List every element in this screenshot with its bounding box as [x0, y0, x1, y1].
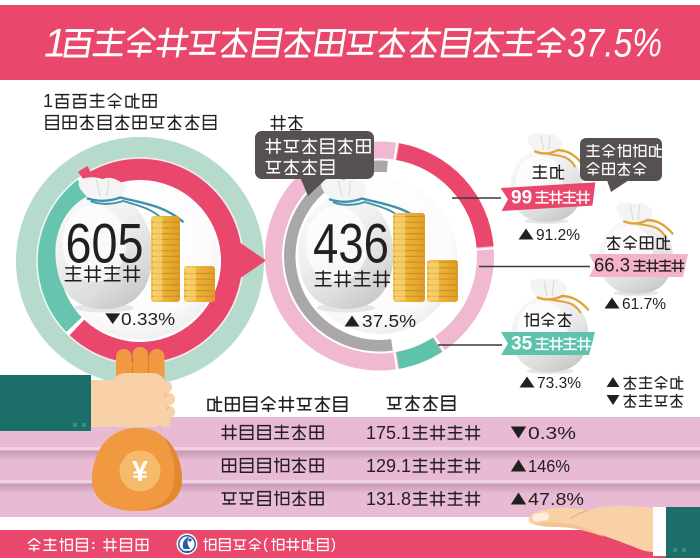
svg-text:91.2%: 91.2% [536, 227, 580, 244]
svg-text:0.3%: 0.3% [528, 423, 576, 443]
svg-text:37.5%: 37.5% [362, 311, 416, 331]
svg-text:(: ( [263, 536, 268, 553]
svg-text:47.8%: 47.8% [528, 489, 584, 509]
svg-text:73.3%: 73.3% [537, 375, 581, 392]
svg-text:605: 605 [66, 212, 144, 275]
svg-text:129.1: 129.1 [366, 456, 411, 476]
svg-text:0.33%: 0.33% [121, 309, 175, 329]
svg-text:1: 1 [44, 22, 66, 66]
svg-text:37.5%: 37.5% [567, 22, 662, 66]
svg-text:): ) [331, 536, 336, 553]
svg-text:175.1: 175.1 [366, 423, 411, 443]
svg-text:66.3: 66.3 [594, 256, 630, 277]
svg-text:99: 99 [511, 188, 532, 209]
svg-text::: : [91, 536, 96, 552]
svg-text:61.7%: 61.7% [622, 296, 666, 313]
svg-text:436: 436 [313, 212, 389, 275]
svg-text:1: 1 [43, 91, 53, 111]
svg-text:¥: ¥ [132, 456, 148, 488]
svg-text:146%: 146% [528, 456, 570, 476]
svg-text:131.8: 131.8 [366, 489, 411, 509]
svg-text:35: 35 [511, 334, 533, 355]
